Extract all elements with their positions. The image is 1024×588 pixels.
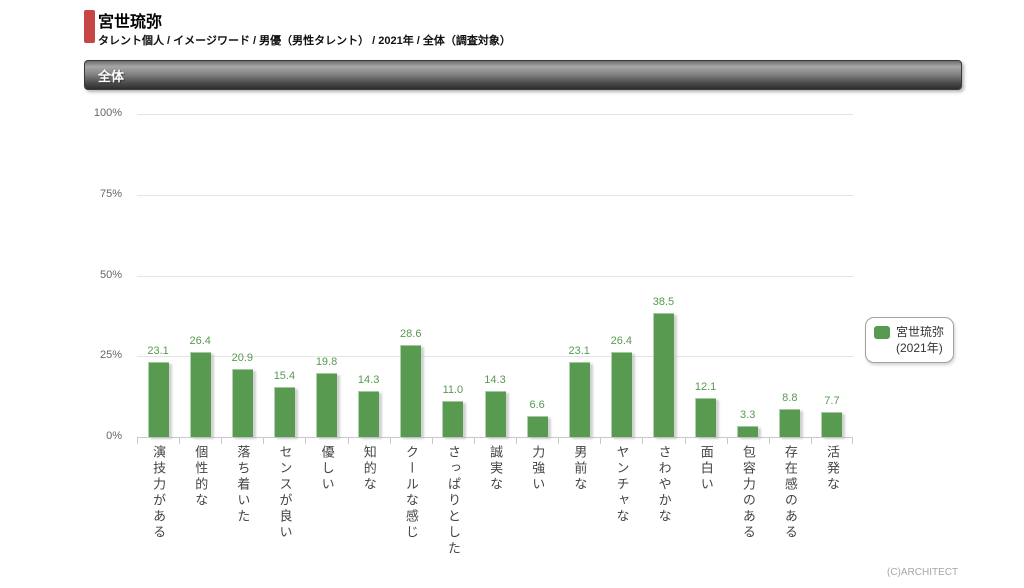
bar <box>316 373 338 437</box>
x-axis-tick <box>347 437 349 444</box>
bar <box>400 344 422 437</box>
section-header-bar: 全体 <box>84 60 962 90</box>
x-category-label: 演技力がある <box>151 445 167 541</box>
bar-value-label: 12.1 <box>694 380 717 393</box>
x-axis-tick <box>558 437 560 444</box>
bar <box>442 401 464 437</box>
x-axis-tick <box>600 437 602 444</box>
x-category-label: 活発な <box>825 445 841 493</box>
bar <box>821 412 843 437</box>
x-category-label: 男前な <box>572 445 588 493</box>
section-label: 全体 <box>98 68 125 84</box>
gridline <box>137 275 853 277</box>
x-category-label: 誠実な <box>488 445 504 493</box>
bar-chart-plot-area: 23.1 26.4 20.9 15.4 19.8 14.3 28.6 11.0 14.3 6.6 2… <box>137 114 853 444</box>
x-category-label: 面白い <box>698 445 714 493</box>
x-axis-tick <box>263 437 265 444</box>
y-tick-label: 0% <box>106 430 122 442</box>
x-axis-tick <box>305 437 307 444</box>
x-axis-tick <box>137 437 138 444</box>
bar-value-label: 14.3 <box>357 373 380 386</box>
y-tick-label: 25% <box>99 349 122 362</box>
x-category-label: 包容力のある <box>740 445 756 541</box>
copyright-text: (C)ARCHITECT <box>887 567 959 578</box>
bar-value-label: 23.1 <box>568 345 590 358</box>
bar <box>358 390 380 437</box>
bar <box>568 362 590 437</box>
x-category-label: 存在感のある <box>782 445 798 541</box>
gridline <box>137 114 853 115</box>
bar-value-label: 7.7 <box>824 395 840 408</box>
bar <box>484 390 506 437</box>
bar <box>779 408 801 437</box>
bar <box>526 415 548 437</box>
legend-label: 宮世琉弥 (2021年) <box>896 325 945 356</box>
y-tick-label: 100% <box>93 107 122 119</box>
breadcrumb: タレント個人 / イメージワード / 男優（男性タレント） / 2021年 / … <box>98 35 511 47</box>
x-axis-tick <box>179 437 181 444</box>
x-axis-tick <box>431 437 433 444</box>
bar-value-label: 26.4 <box>189 334 211 347</box>
x-category-label: クールな感じ <box>403 445 419 541</box>
x-axis-tick <box>473 437 475 444</box>
x-category-label: 知的な <box>361 445 377 493</box>
title-accent-bar <box>84 10 95 43</box>
bar-value-label: 14.3 <box>484 373 506 386</box>
bar-value-label: 23.1 <box>147 345 169 358</box>
x-category-label: さっぱりとした <box>445 445 461 557</box>
page-title: 宮世琉弥 <box>98 14 163 31</box>
x-axis-tick <box>726 437 728 444</box>
x-category-label: さわやかな <box>656 445 672 525</box>
x-axis-tick <box>810 437 812 444</box>
bar-value-label: 3.3 <box>740 409 756 422</box>
legend-swatch-icon <box>874 326 890 339</box>
x-category-label: センスが良い <box>277 445 293 541</box>
bar <box>610 351 632 437</box>
bar <box>273 387 295 437</box>
bar <box>652 312 674 437</box>
x-axis-tick <box>516 437 518 444</box>
bar-value-label: 11.0 <box>442 384 464 397</box>
x-axis-tick <box>852 437 853 444</box>
x-category-label: 優しい <box>319 445 335 493</box>
x-category-label: 個性的な <box>193 445 209 509</box>
bar-value-label: 19.8 <box>315 356 338 369</box>
bar-value-label: 8.8 <box>782 391 798 404</box>
bar <box>189 351 211 437</box>
gridline <box>137 194 853 196</box>
bar-value-label: 38.5 <box>652 295 675 308</box>
x-axis-tick <box>642 437 644 444</box>
bar <box>147 362 169 437</box>
x-category-label: 落ち着いた <box>235 445 251 525</box>
x-axis-tick <box>389 437 391 444</box>
bar-value-label: 20.9 <box>231 352 253 365</box>
bar-value-label: 15.4 <box>273 370 296 383</box>
chart-legend: 宮世琉弥 (2021年) <box>865 317 955 364</box>
bar-value-label: 28.6 <box>400 327 422 340</box>
bar <box>695 397 717 437</box>
x-axis-tick <box>684 437 686 444</box>
bar-value-label: 6.6 <box>529 398 545 411</box>
x-axis-tick <box>221 437 223 444</box>
bar-value-label: 26.4 <box>610 334 633 347</box>
x-axis-tick <box>768 437 770 444</box>
bar <box>737 426 759 437</box>
x-category-label: 力強い <box>530 445 546 493</box>
gridline <box>137 356 853 358</box>
x-category-label: ヤンチャな <box>614 445 630 525</box>
bar <box>231 369 253 437</box>
y-tick-label: 50% <box>99 268 122 281</box>
y-tick-label: 75% <box>99 187 122 200</box>
x-axis-line <box>137 437 853 438</box>
